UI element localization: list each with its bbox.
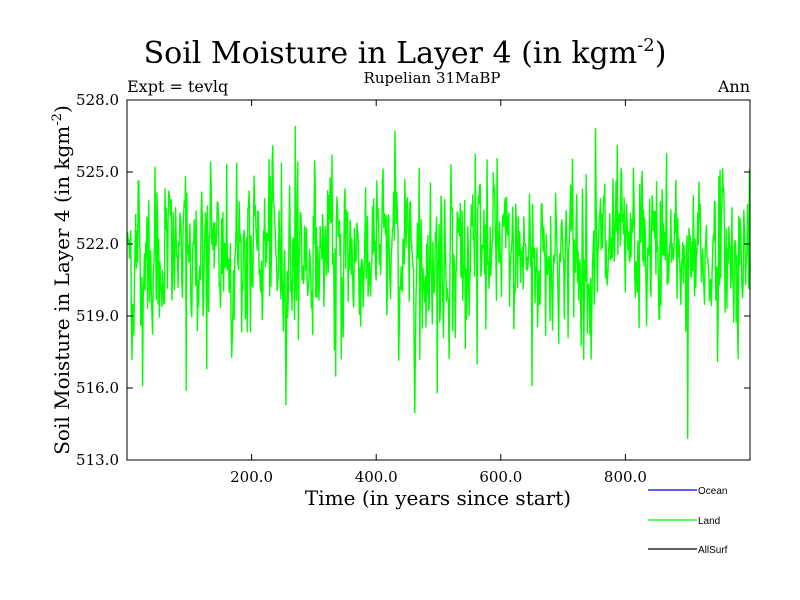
y-axis-label: Soil Moisture in Layer 4 (in kgm-2) xyxy=(50,105,74,455)
y-tick-label: 528.0 xyxy=(76,91,119,109)
y-axis-label-sup: -2 xyxy=(50,113,65,126)
season-label: Ann xyxy=(717,77,750,96)
y-axis-label-close: ) xyxy=(50,105,74,113)
x-axis-label: Time (in years since start) xyxy=(305,486,571,510)
experiment-label: Expt = tevlq xyxy=(127,77,228,96)
legend-label-ocean: Ocean xyxy=(698,486,727,497)
y-tick-label: 516.0 xyxy=(76,379,119,397)
x-tick-label: 800.0 xyxy=(604,468,647,486)
x-tick-label: 600.0 xyxy=(479,468,522,486)
chart-title-close: ) xyxy=(655,36,667,71)
chart-title: Soil Moisture in Layer 4 (in kgm-2) xyxy=(144,35,667,71)
chart-title-main: Soil Moisture in Layer 4 (in kgm xyxy=(144,36,638,71)
chart-title-sup: -2 xyxy=(637,35,655,56)
y-tick-label: 525.0 xyxy=(76,163,119,181)
y-tick-label: 513.0 xyxy=(76,451,119,469)
legend-label-land: Land xyxy=(698,516,720,527)
series-line-land xyxy=(126,125,751,440)
legend: Ocean Land AllSurf xyxy=(648,486,728,556)
legend-label-allsurf: AllSurf xyxy=(698,545,728,556)
y-tick-label: 522.0 xyxy=(76,235,119,253)
x-tick-label: 400.0 xyxy=(355,468,398,486)
y-tick-label: 519.0 xyxy=(76,307,119,325)
chart-subtitle: Rupelian 31MaBP xyxy=(364,69,501,87)
x-tick-label: 200.0 xyxy=(230,468,273,486)
plot-frame xyxy=(126,99,751,461)
y-axis-label-main: Soil Moisture in Layer 4 (in kgm xyxy=(50,126,74,455)
